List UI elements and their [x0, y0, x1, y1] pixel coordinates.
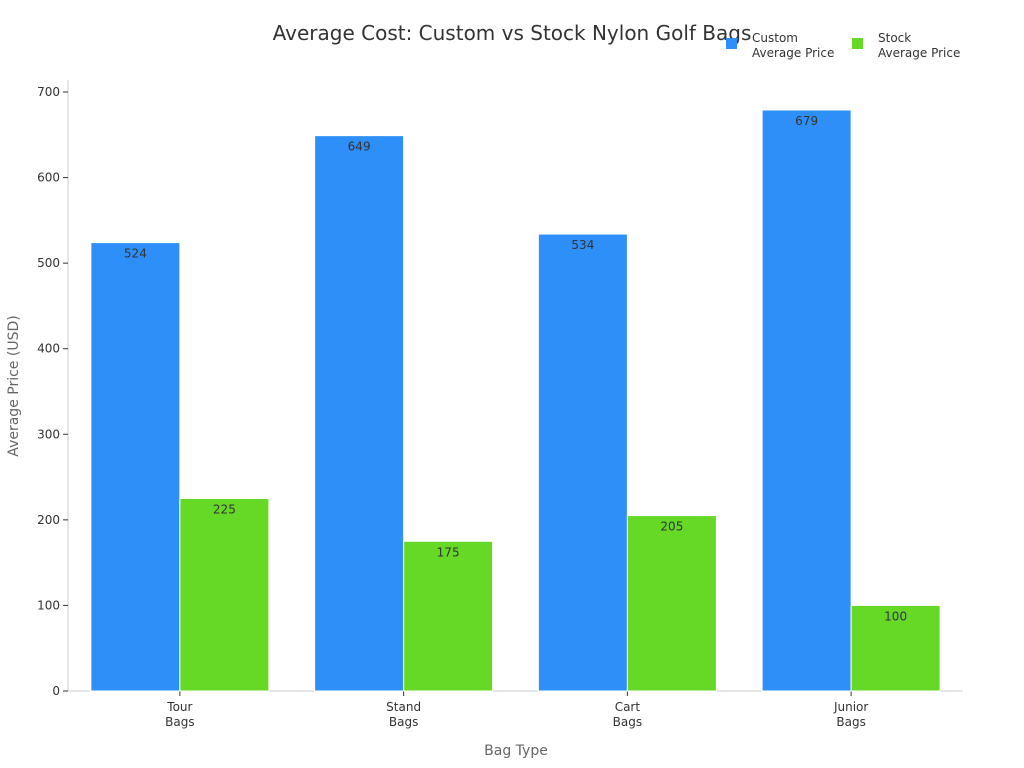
y-tick-label: 500: [37, 256, 60, 270]
bar: [90, 242, 181, 692]
x-axis-label: Bag Type: [484, 743, 548, 759]
bar: [626, 515, 717, 692]
y-tick-label: 700: [37, 85, 60, 99]
y-tick-label: 200: [37, 513, 60, 527]
y-tick-label: 400: [37, 342, 60, 356]
y-axis: 0 100 200 300 400 500 600 700: [37, 80, 69, 698]
bars: 524 225 649 175 534 205 679 100: [90, 109, 941, 692]
bar: [179, 497, 270, 692]
x-tick-label: Cart Bags: [613, 700, 642, 729]
legend: Custom Average Price Stock Average Price: [726, 31, 960, 60]
data-label: 534: [571, 238, 594, 252]
y-tick-label: 100: [37, 598, 60, 612]
data-label: 205: [660, 520, 683, 534]
legend-label: Custom Average Price: [752, 31, 834, 60]
data-label: 649: [348, 140, 371, 154]
data-label: 524: [124, 247, 147, 261]
y-tick-label: 600: [37, 171, 60, 185]
x-axis: Tour Bags Stand Bags Cart Bags Junior Bags: [68, 690, 963, 729]
bar: [850, 604, 941, 692]
legend-label: Stock Average Price: [878, 31, 960, 60]
bar: [537, 233, 628, 692]
bar: [314, 135, 405, 692]
x-tick-label: Junior Bags: [833, 700, 868, 729]
y-axis-label: Average Price (USD): [6, 315, 22, 456]
bar: [761, 109, 852, 692]
y-tick-label: 0: [52, 684, 60, 698]
bar: [403, 540, 494, 692]
chart-title: Average Cost: Custom vs Stock Nylon Golf…: [273, 21, 752, 45]
data-label: 225: [213, 502, 236, 516]
data-label: 175: [437, 545, 460, 559]
data-label: 679: [795, 114, 818, 128]
x-tick-label: Stand Bags: [386, 700, 421, 729]
x-tick-label: Tour Bags: [165, 700, 194, 729]
legend-swatch: [852, 38, 863, 49]
y-tick-label: 300: [37, 427, 60, 441]
data-label: 100: [884, 609, 907, 623]
legend-swatch: [726, 38, 737, 49]
